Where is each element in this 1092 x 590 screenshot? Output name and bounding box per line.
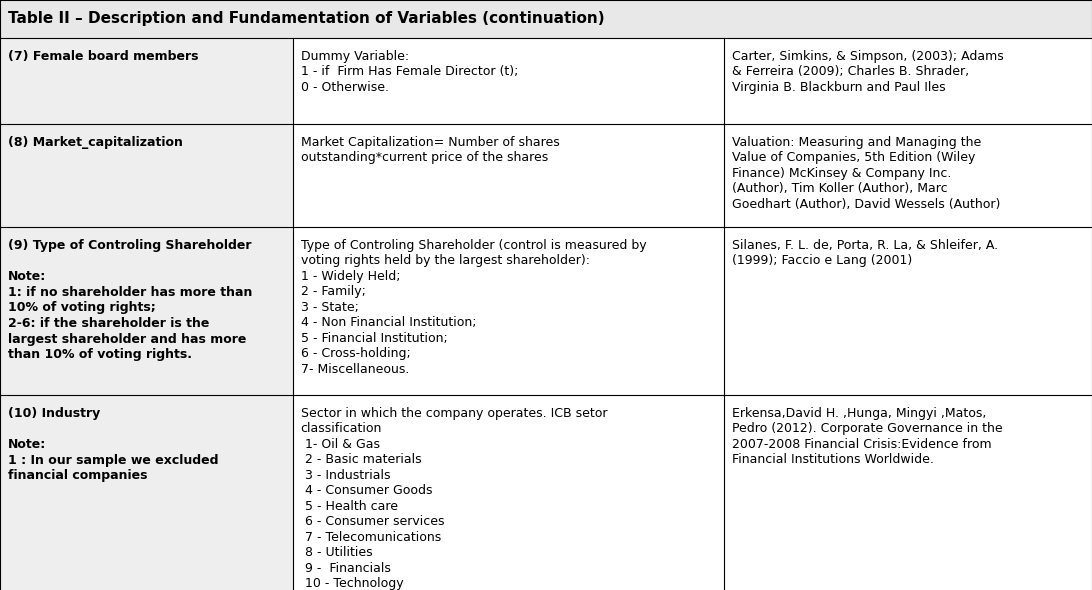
Bar: [293, 38, 724, 123]
Text: (10) Industry: (10) Industry: [8, 407, 100, 420]
Bar: [724, 395, 1092, 590]
Text: Sector in which the company operates. ICB setor
classification
 1- Oil & Gas
 2 : Sector in which the company operates. IC…: [300, 407, 607, 590]
Text: Type of Controling Shareholder (control is measured by
voting rights held by the: Type of Controling Shareholder (control …: [300, 239, 646, 376]
Bar: [0, 227, 293, 395]
Text: Erkensa,David H. ,Hunga, Mingyi ,Matos,
Pedro (2012). Corporate Governance in th: Erkensa,David H. ,Hunga, Mingyi ,Matos, …: [732, 407, 1002, 467]
Text: 1: if no shareholder has more than: 1: if no shareholder has more than: [8, 286, 252, 299]
Text: financial companies: financial companies: [8, 470, 147, 483]
Text: 2-6: if the shareholder is the: 2-6: if the shareholder is the: [8, 317, 210, 330]
Bar: [0, 38, 293, 123]
Bar: [724, 38, 1092, 123]
Text: Silanes, F. L. de, Porta, R. La, & Shleifer, A.
(1999); Faccio e Lang (2001): Silanes, F. L. de, Porta, R. La, & Shlei…: [732, 239, 998, 267]
Text: Table II – Description and Fundamentation of Variables (continuation): Table II – Description and Fundamentatio…: [8, 11, 605, 27]
Text: Note:: Note:: [8, 438, 46, 451]
Bar: [0, 395, 293, 590]
Text: 10% of voting rights;: 10% of voting rights;: [8, 301, 156, 314]
Text: (7) Female board members: (7) Female board members: [8, 50, 199, 63]
Bar: [724, 227, 1092, 395]
Bar: [293, 395, 724, 590]
Bar: [0, 123, 293, 227]
Text: Market Capitalization= Number of shares
outstanding*current price of the shares: Market Capitalization= Number of shares …: [300, 136, 559, 164]
Bar: [293, 227, 724, 395]
Text: largest shareholder and has more: largest shareholder and has more: [8, 333, 247, 346]
Text: Note:: Note:: [8, 270, 46, 283]
Text: Carter, Simkins, & Simpson, (2003); Adams
& Ferreira (2009); Charles B. Shrader,: Carter, Simkins, & Simpson, (2003); Adam…: [732, 50, 1004, 94]
Text: Dummy Variable:
1 - if  Firm Has Female Director (t);
0 - Otherwise.: Dummy Variable: 1 - if Firm Has Female D…: [300, 50, 518, 94]
Text: (9) Type of Controling Shareholder: (9) Type of Controling Shareholder: [8, 239, 251, 252]
Bar: [0, 0, 1092, 38]
Text: than 10% of voting rights.: than 10% of voting rights.: [8, 348, 192, 361]
Text: (8) Market_capitalization: (8) Market_capitalization: [8, 136, 182, 149]
Text: 1 : In our sample we excluded: 1 : In our sample we excluded: [8, 454, 218, 467]
Text: Valuation: Measuring and Managing the
Value of Companies, 5th Edition (Wiley
Fin: Valuation: Measuring and Managing the Va…: [732, 136, 1000, 211]
Bar: [293, 123, 724, 227]
Bar: [724, 123, 1092, 227]
